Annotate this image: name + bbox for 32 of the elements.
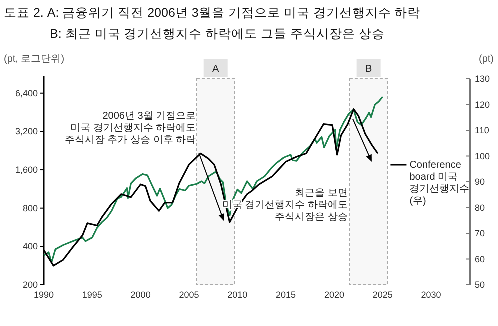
y2-tick-label: 80 <box>475 202 486 213</box>
chart-title: 도표 2. A: 금융위기 직전 2006년 3월을 기점으로 미국 경기선행지수 하락 <box>4 6 421 20</box>
x-tick-label: 1995 <box>82 290 102 300</box>
y-tick-label: 3,200 <box>15 126 38 137</box>
x-tick-label: 2000 <box>130 290 151 300</box>
y2-tick-label: 50 <box>475 280 486 290</box>
x-tick-label: 2010 <box>228 290 248 300</box>
y2-tick-label: 110 <box>475 126 490 136</box>
x-tick-label: 2005 <box>179 290 200 300</box>
y-tick-label: 800 <box>22 203 38 214</box>
band-label: A <box>212 64 220 75</box>
x-tick-label: 2025 <box>372 290 393 300</box>
x-tick-label: 2020 <box>324 290 344 300</box>
y2-tick-label: 90 <box>475 177 486 187</box>
y-axis-title: (pt, 로그단위) <box>4 54 65 65</box>
legend-label: Conference board 미국 경기선행지수 (우) <box>410 160 470 207</box>
band-label: B <box>365 64 372 75</box>
y2-tick-label: 70 <box>475 228 486 238</box>
x-tick-label: 1990 <box>34 290 54 300</box>
y-tick-label: 200 <box>22 280 38 290</box>
y-tick-label: 1,600 <box>15 165 38 176</box>
annotation: 2006년 3월 기점으로 미국 경기선행지수 하락에도 주식시장 추가 상승 이후 하락 <box>64 111 196 146</box>
y2-tick-label: 130 <box>475 74 490 84</box>
x-tick-label: 2030 <box>421 290 442 300</box>
y-tick-label: 6,400 <box>15 88 38 98</box>
y2-tick-label: 60 <box>475 254 486 264</box>
y2-tick-label: 120 <box>475 100 490 110</box>
y2-tick-label: 100 <box>475 151 490 162</box>
y-tick-label: 400 <box>22 242 38 252</box>
y2-axis-title: (pt) <box>479 54 494 65</box>
x-tick-label: 2015 <box>276 290 296 300</box>
chart-subtitle: B: 최근 미국 경기선행지수 하락에도 그들 주식시장은 상승 <box>50 27 386 41</box>
